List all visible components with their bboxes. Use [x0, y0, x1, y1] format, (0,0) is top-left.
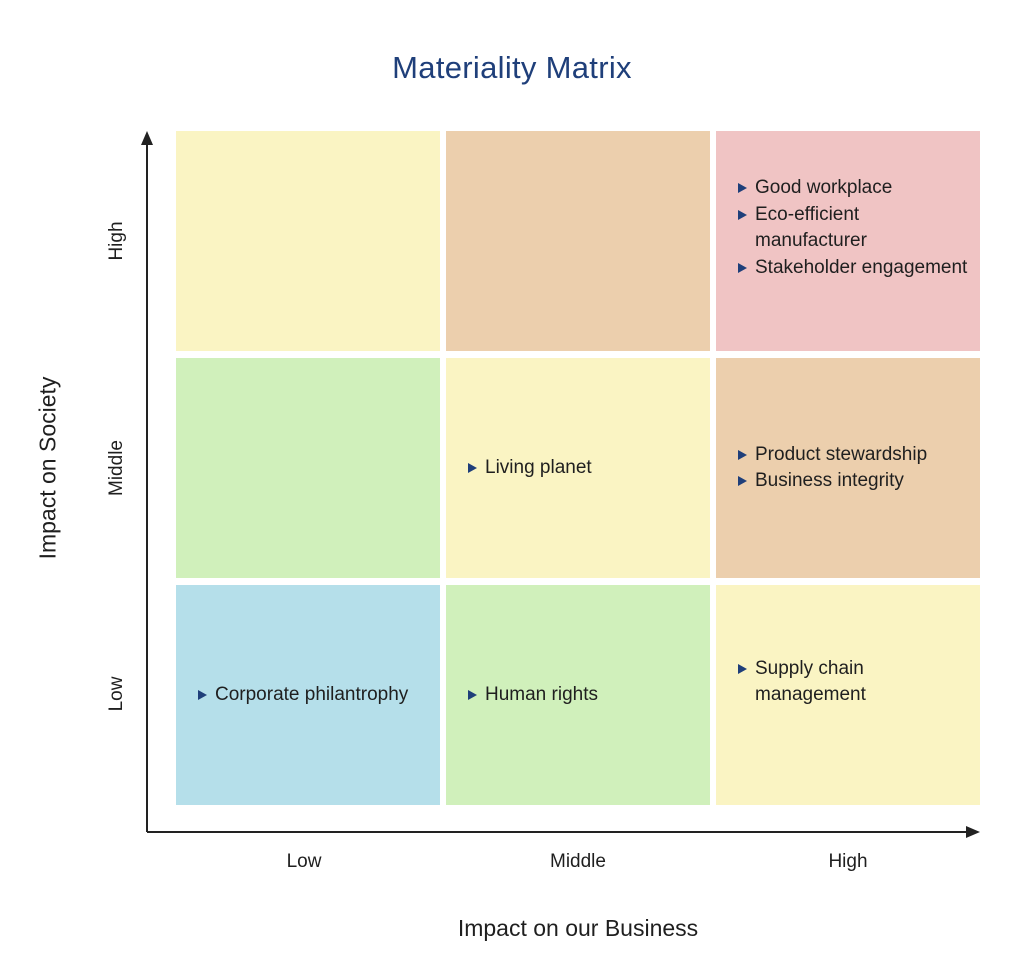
matrix-item: Living planet [468, 455, 700, 482]
y-axis-arrow [141, 131, 153, 145]
y-tick-label: Middle [106, 440, 127, 496]
matrix-cell-low-high: Supply chain management [716, 585, 980, 805]
matrix-item: Business integrity [738, 468, 970, 495]
y-tick-label: High [106, 221, 127, 261]
cell-items: Supply chain management [738, 585, 970, 805]
cell-items: Product stewardship Business integrity [738, 358, 970, 578]
matrix-cell-high-high: Good workplace Eco-efficient manufacturer… [716, 131, 980, 351]
matrix-item: Corporate philantrophy [198, 682, 430, 709]
matrix-cell-high-middle [446, 131, 710, 351]
cell-items: Living planet [468, 358, 700, 578]
matrix-cell-low-middle: Human rights [446, 585, 710, 805]
x-tick-label: Low [286, 851, 322, 872]
x-tick-label: High [828, 851, 868, 872]
matrix-cell-high-low [176, 131, 440, 351]
matrix-cell-low-low: Corporate philantrophy [176, 585, 440, 805]
matrix-item: Good workplace [738, 175, 970, 202]
x-axis-arrow [966, 826, 980, 838]
y-tick-label: Low [106, 676, 127, 712]
x-axis-label: Impact on our Business [457, 915, 699, 941]
cell-items: Human rights [468, 585, 700, 805]
y-axis-label: Impact on Society [34, 376, 61, 560]
matrix-item: Eco-efficient manufacturer [738, 202, 970, 255]
matrix-cell-middle-middle: Living planet [446, 358, 710, 578]
matrix-item: Supply chain management [738, 656, 970, 709]
matrix-cell-middle-high: Product stewardship Business integrity [716, 358, 980, 578]
x-tick-label: Middle [550, 851, 606, 872]
cell-items: Good workplace Eco-efficient manufacturer… [738, 175, 970, 281]
matrix-item: Product stewardship [738, 442, 970, 469]
cell-items: Corporate philantrophy [198, 585, 430, 805]
matrix-cell-middle-low [176, 358, 440, 578]
cell-items [198, 358, 430, 578]
page-title: Materiality Matrix [392, 50, 632, 85]
matrix-item: Human rights [468, 682, 700, 709]
matrix-item: Stakeholder engagement [738, 255, 970, 282]
